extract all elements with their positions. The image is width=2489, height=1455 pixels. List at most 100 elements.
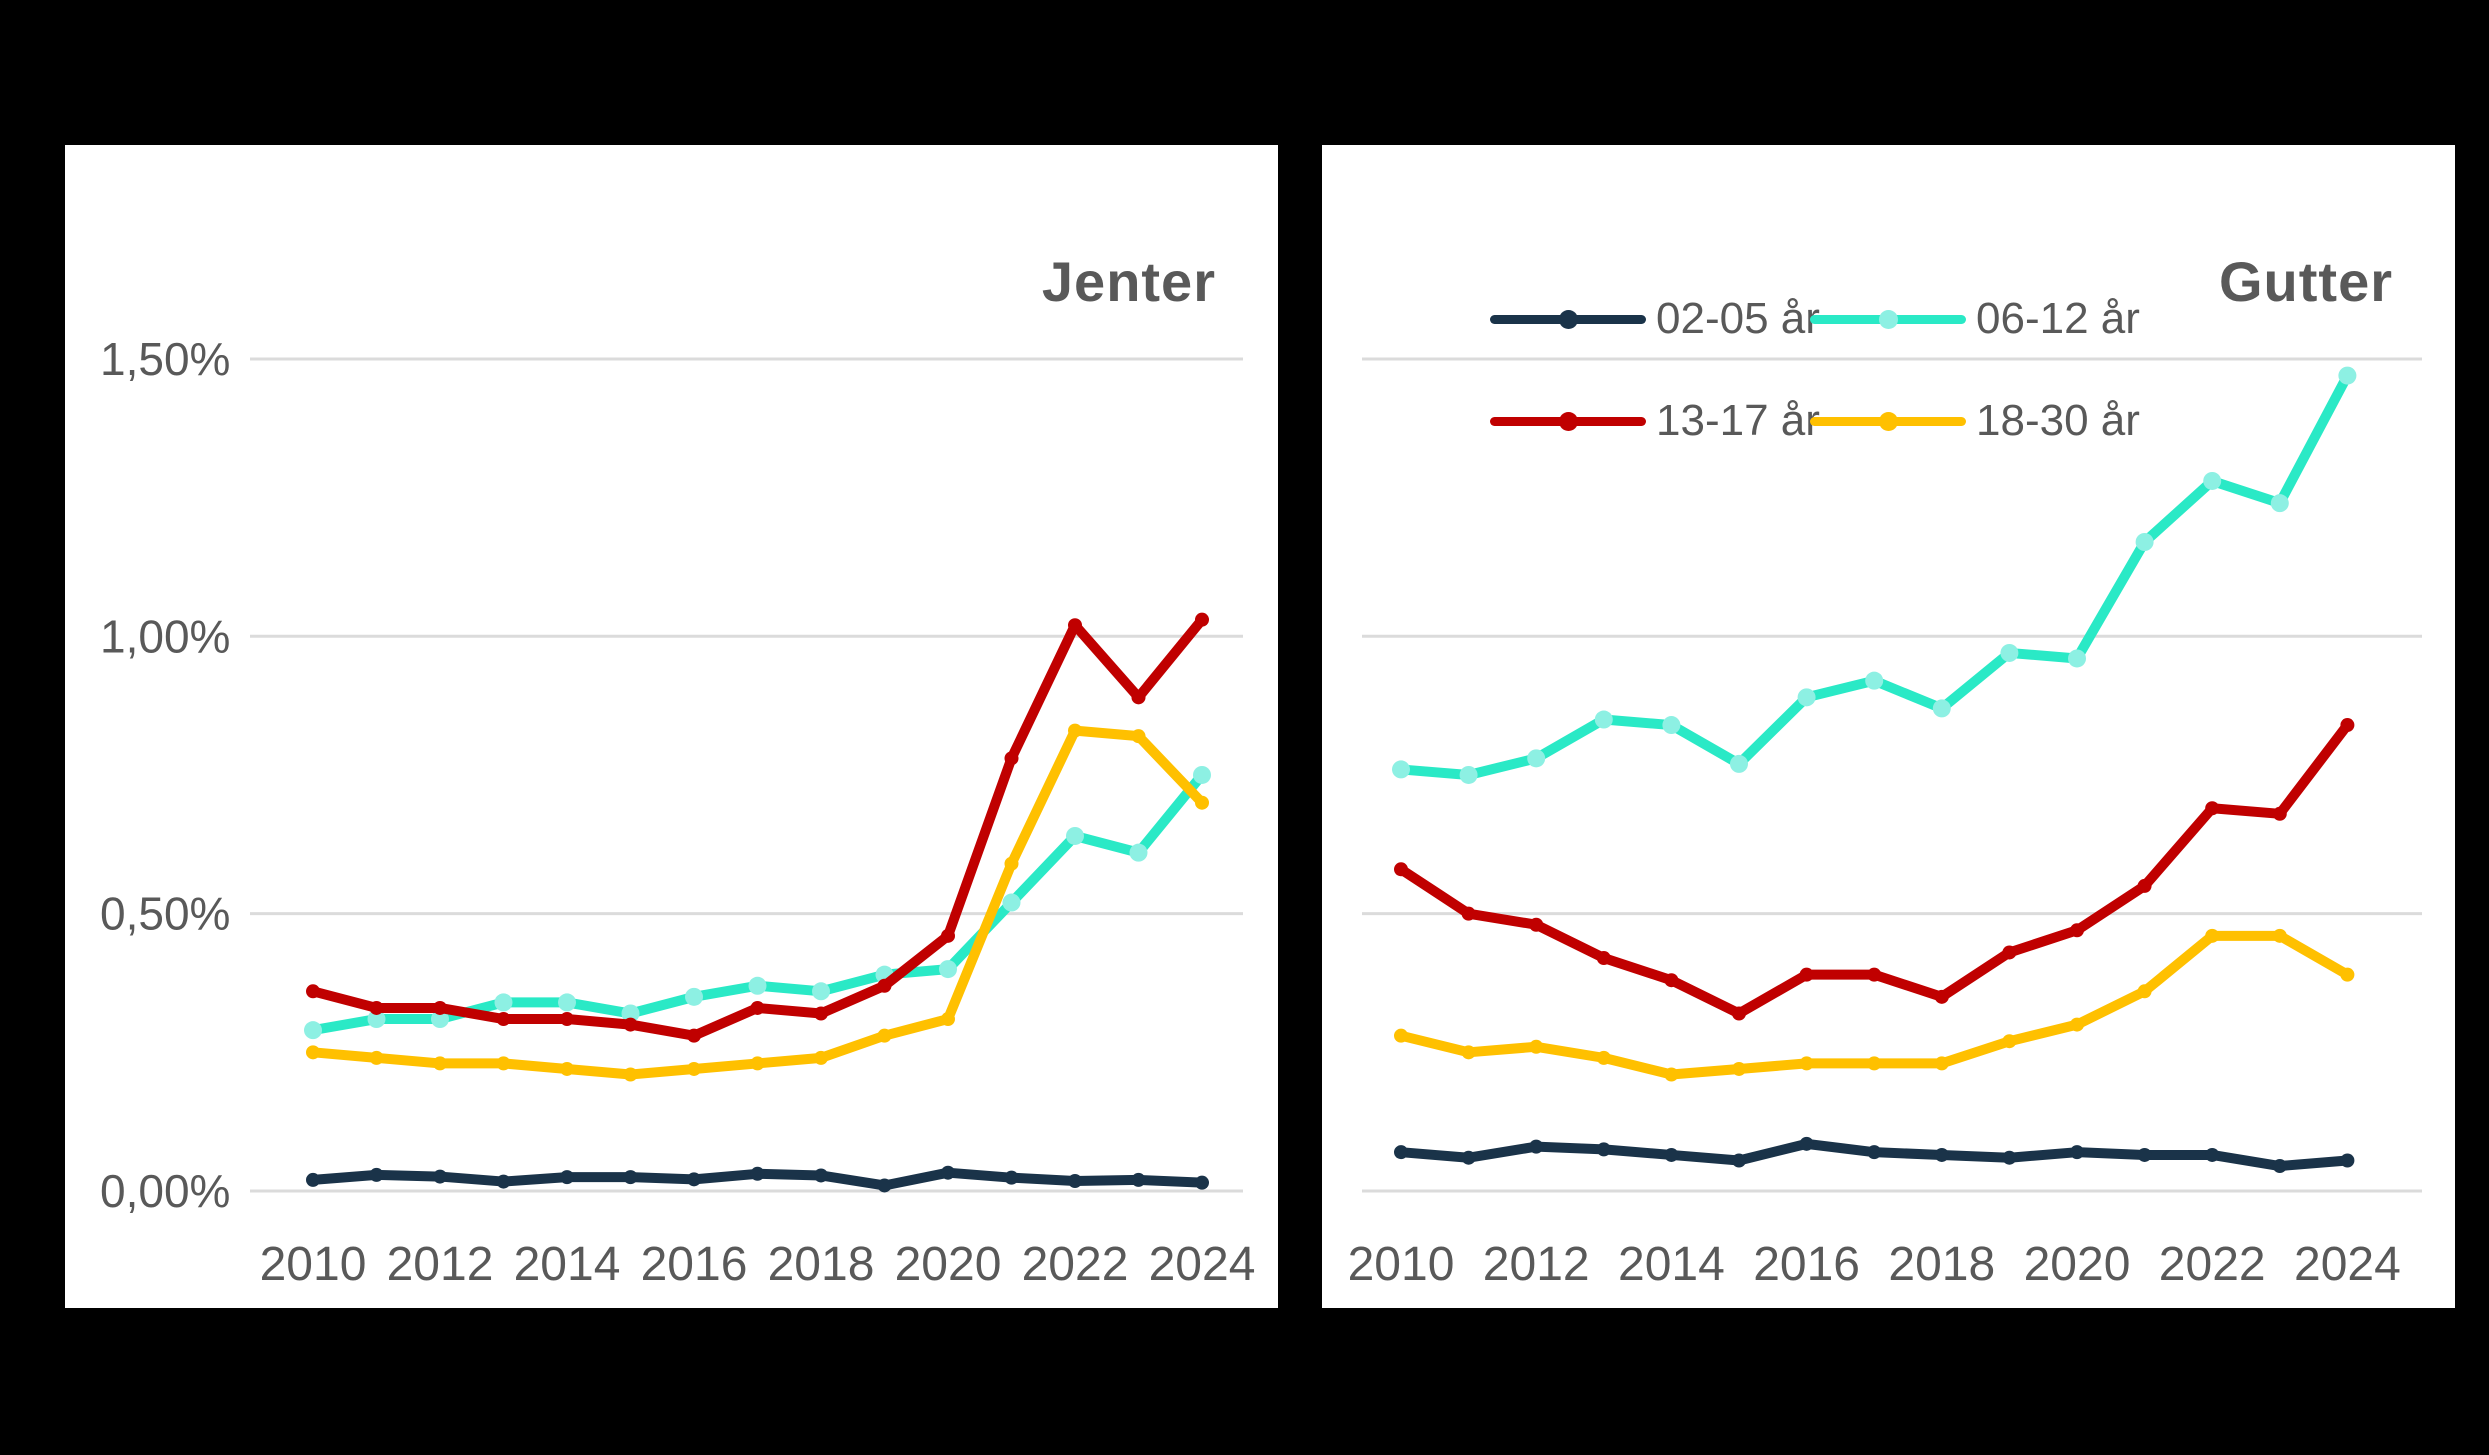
- data-point-marker: [2070, 1145, 2084, 1160]
- data-point-marker: [2002, 1150, 2017, 1165]
- data-point-marker: [2137, 1147, 2152, 1162]
- jenter-chart-title: Jenter: [1041, 250, 1216, 313]
- data-point-marker: [431, 1010, 449, 1029]
- data-point-marker: [1596, 1050, 1611, 1065]
- data-point-marker: [750, 1056, 765, 1071]
- data-point-marker: [1867, 1145, 1882, 1160]
- data-point-marker: [2340, 718, 2355, 733]
- data-point-marker: [2205, 928, 2220, 943]
- series-markers-13-17 år: [306, 612, 1209, 1043]
- gutter-plot: 2010 2012 2014 2016 2018 2020 2022 2024: [1348, 357, 2422, 1291]
- y-tick-label: 1,00%: [100, 610, 230, 662]
- data-point-marker: [1068, 723, 1082, 738]
- data-point-marker: [1732, 1006, 1746, 1021]
- data-point-marker: [1461, 1045, 1476, 1060]
- data-point-marker: [369, 1167, 384, 1182]
- data-point-marker: [1664, 1147, 1679, 1162]
- data-point-marker: [2070, 923, 2084, 938]
- y-tick-label: 1,50%: [100, 333, 230, 385]
- data-point-marker: [1594, 710, 1613, 729]
- data-point-marker: [2340, 967, 2355, 982]
- data-point-marker: [433, 1169, 447, 1184]
- data-point-marker: [814, 1050, 828, 1065]
- x-tick-label: 2014: [1618, 1238, 1725, 1291]
- data-point-marker: [687, 1028, 701, 1043]
- data-point-marker: [1867, 967, 1882, 982]
- series-markers-02-05 år: [1394, 1136, 2355, 1174]
- data-point-marker: [1664, 1067, 1679, 1082]
- data-point-marker: [1799, 1136, 1814, 1151]
- data-point-marker: [623, 1067, 638, 1082]
- data-point-marker: [1129, 843, 1148, 862]
- data-point-marker: [1461, 906, 1476, 921]
- data-point-marker: [687, 1172, 701, 1187]
- data-point-marker: [941, 928, 955, 943]
- data-point-marker: [1004, 1170, 1019, 1185]
- x-tick-label: 2018: [768, 1238, 875, 1291]
- data-point-marker: [1730, 754, 1748, 773]
- data-point-marker: [1797, 688, 1816, 707]
- data-point-marker: [623, 1017, 638, 1032]
- x-tick-label: 2024: [1149, 1238, 1256, 1291]
- x-tick-label: 2010: [1348, 1238, 1455, 1291]
- x-tick-label: 2018: [1888, 1238, 1995, 1291]
- data-point-marker: [1529, 1139, 1544, 1154]
- data-point-marker: [560, 1170, 574, 1185]
- data-point-marker: [1461, 1150, 1476, 1165]
- data-point-marker: [1799, 1056, 1814, 1071]
- data-point-marker: [2002, 1034, 2017, 1049]
- data-point-marker: [1799, 967, 1814, 982]
- series-markers-13-17 år: [1394, 718, 2355, 1021]
- data-point-marker: [1596, 951, 1611, 966]
- data-point-marker: [494, 993, 513, 1012]
- data-point-marker: [1004, 751, 1019, 766]
- data-point-marker: [1529, 917, 1544, 932]
- data-point-marker: [750, 1166, 765, 1181]
- y-tick-label: 0,50%: [100, 888, 230, 940]
- data-point-marker: [1131, 690, 1146, 705]
- data-point-marker: [558, 993, 576, 1012]
- data-point-marker: [1394, 862, 1408, 877]
- jenter-chart-panel: 1,50% 1,00% 0,50% 0,00% 2010 2012 2014 2016 2018…: [65, 145, 1278, 1308]
- data-point-marker: [877, 1178, 892, 1193]
- data-point-marker: [1664, 973, 1679, 988]
- x-tick-label: 2024: [2294, 1238, 2401, 1291]
- data-point-marker: [1004, 856, 1019, 871]
- series-line-18-30 år: [1396, 930, 2353, 1080]
- data-point-marker: [941, 1012, 955, 1027]
- data-point-marker: [623, 1170, 638, 1185]
- data-point-marker: [2137, 984, 2152, 999]
- data-point-marker: [306, 1172, 320, 1187]
- data-point-marker: [1527, 749, 1546, 768]
- y-tick-label: 0,00%: [100, 1165, 230, 1217]
- series-line-13-17 år: [308, 614, 1207, 1041]
- data-point-marker: [2137, 878, 2152, 893]
- x-tick-label: 2020: [895, 1238, 1002, 1291]
- data-point-marker: [1068, 618, 1082, 633]
- data-point-marker: [1195, 1175, 1209, 1190]
- series-markers-06-12 år: [1392, 366, 2357, 784]
- data-point-marker: [1392, 760, 1410, 779]
- x-tick-label: 2022: [1022, 1238, 1129, 1291]
- x-tick-label: 2010: [260, 1238, 367, 1291]
- data-point-marker: [1529, 1039, 1544, 1054]
- x-tick-label: 2012: [387, 1238, 494, 1291]
- series-markers-02-05 år: [306, 1165, 1209, 1193]
- data-point-marker: [2205, 801, 2220, 816]
- x-tick-label: 2012: [1483, 1238, 1590, 1291]
- x-tick-label: 2014: [514, 1238, 621, 1291]
- data-point-marker: [1195, 612, 1209, 627]
- data-point-marker: [433, 1000, 447, 1015]
- data-point-marker: [1867, 1056, 1882, 1071]
- data-point-marker: [1066, 826, 1084, 845]
- data-point-marker: [560, 1012, 574, 1027]
- data-point-marker: [1002, 893, 1021, 912]
- data-point-marker: [433, 1056, 447, 1071]
- data-point-marker: [1131, 729, 1146, 744]
- series-markers-06-12 år: [304, 765, 1211, 1040]
- data-point-marker: [306, 1045, 320, 1060]
- x-tick-label: 2022: [2159, 1238, 2266, 1291]
- data-point-marker: [1131, 1172, 1146, 1187]
- data-point-marker: [2068, 649, 2086, 668]
- data-point-marker: [1459, 765, 1478, 784]
